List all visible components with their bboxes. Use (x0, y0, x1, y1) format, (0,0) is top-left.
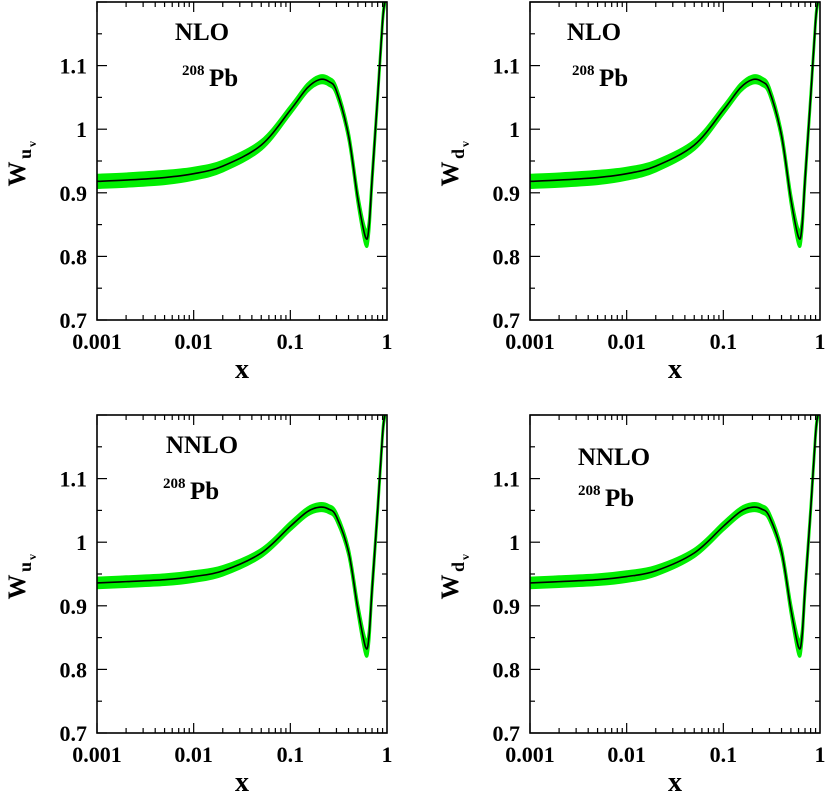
nucleus-symbol: Pb (209, 65, 238, 92)
x-tick-label: 1 (382, 329, 393, 354)
y-tick-label: 0.7 (493, 308, 521, 333)
y-axis-label-sub: u (15, 149, 35, 159)
y-axis-label-main: W (437, 575, 464, 600)
x-tick-label: 0.1 (277, 742, 305, 767)
y-tick-label: 0.9 (493, 594, 521, 619)
y-ticks (530, 1, 820, 321)
y-tick-label: 1.1 (60, 467, 88, 492)
x-axis-label: x (235, 354, 249, 385)
nucleus-symbol: Pb (190, 478, 219, 505)
y-axis-label: Wuv (4, 141, 39, 187)
order-label: NLO (567, 19, 621, 46)
x-tick-label: 0.1 (277, 329, 305, 354)
chart-panel: 0.001 0.01 0.1 1 0.7 0.8 0.9 1 1.1 x Wuv NNLO 208 Pb (4, 414, 393, 796)
x-tick-label: 0.001 (505, 329, 555, 354)
nucleus-mass-number: 208 (578, 483, 601, 499)
y-axis-label-main: W (4, 575, 31, 600)
order-label: NLO (175, 19, 229, 46)
x-ticks (529, 2, 817, 320)
order-label: NNLO (166, 432, 238, 459)
y-tick-label: 1 (76, 530, 87, 555)
y-axis-label-subsub: v (25, 554, 39, 560)
x-ticks (96, 415, 384, 733)
x-tick-label: 0.001 (72, 329, 122, 354)
x-tick-label: 0.1 (710, 329, 738, 354)
y-tick-label: 0.7 (60, 308, 88, 333)
y-tick-label: 0.8 (60, 657, 88, 682)
x-axis-label: x (668, 767, 682, 791)
y-tick-label: 1.1 (60, 54, 88, 79)
y-ticks (97, 1, 387, 321)
x-tick-label: 0.01 (607, 742, 646, 767)
y-tick-label: 0.8 (493, 657, 521, 682)
y-tick-label: 0.8 (493, 244, 521, 269)
x-tick-label: 0.1 (710, 742, 738, 767)
y-tick-label: 1.1 (493, 467, 521, 492)
y-axis-label: Wdv (437, 141, 472, 187)
x-tick-label: 0.01 (174, 329, 213, 354)
plot-area (530, 2, 820, 249)
axes-frame (96, 414, 388, 734)
central-curve (97, 2, 386, 240)
x-tick-label: 0.001 (505, 742, 555, 767)
y-axis-label-subsub: v (458, 141, 472, 147)
x-tick-label: 1 (382, 742, 393, 767)
central-curve (97, 415, 386, 650)
nucleus-symbol: Pb (599, 65, 628, 92)
x-tick-label: 0.01 (174, 742, 213, 767)
chart-panel: 0.001 0.01 0.1 1 0.7 0.8 0.9 1 1.1 x Wdv NLO 208 Pb (437, 1, 826, 385)
x-tick-label: 1 (815, 742, 826, 767)
y-axis-label-sub: u (15, 562, 35, 572)
y-tick-label: 1.1 (493, 54, 521, 79)
y-axis-label-main: W (4, 162, 31, 187)
y-tick-label: 0.9 (60, 594, 88, 619)
nucleus-symbol: Pb (605, 485, 634, 512)
y-axis-label-main: W (437, 162, 464, 187)
y-tick-label: 0.8 (60, 244, 88, 269)
uncertainty-band (97, 415, 387, 658)
y-tick-label: 1 (509, 530, 520, 555)
y-tick-label: 1 (509, 117, 520, 142)
central-curve (530, 415, 819, 650)
order-label: NNLO (578, 444, 650, 471)
plot-area (530, 415, 820, 658)
x-axis-label: x (668, 354, 682, 385)
y-axis-label-sub: d (448, 149, 468, 159)
central-curve (530, 2, 819, 240)
y-axis-label: Wuv (4, 554, 39, 600)
y-ticks (97, 414, 387, 734)
y-axis-label: Wdv (437, 554, 472, 600)
nucleus-mass-number: 208 (182, 63, 205, 79)
y-axis-label-sub: d (448, 562, 468, 572)
y-tick-label: 1 (76, 117, 87, 142)
x-tick-label: 1 (815, 329, 826, 354)
x-tick-label: 0.01 (607, 329, 646, 354)
x-ticks (529, 415, 817, 733)
y-tick-label: 0.9 (493, 181, 521, 206)
y-axis-label-subsub: v (458, 554, 472, 560)
nucleus-mass-number: 208 (163, 476, 186, 492)
x-tick-label: 0.001 (72, 742, 122, 767)
plot-area (97, 2, 387, 249)
x-ticks (96, 2, 384, 320)
nucleus-mass-number: 208 (572, 63, 595, 79)
axes-frame (529, 414, 821, 734)
y-tick-label: 0.7 (60, 721, 88, 746)
chart-panel: 0.001 0.01 0.1 1 0.7 0.8 0.9 1 1.1 x Wuv NLO 208 Pb (4, 1, 393, 385)
y-ticks (530, 414, 820, 734)
y-tick-label: 0.7 (493, 721, 521, 746)
chart-panel: 0.001 0.01 0.1 1 0.7 0.8 0.9 1 1.1 x Wdv NNLO 208 Pb (437, 414, 826, 796)
x-axis-label: x (235, 767, 249, 791)
plot-area (97, 415, 387, 658)
uncertainty-band (97, 2, 387, 249)
uncertainty-band (530, 415, 820, 658)
y-axis-label-subsub: v (25, 141, 39, 147)
y-tick-label: 0.9 (60, 181, 88, 206)
